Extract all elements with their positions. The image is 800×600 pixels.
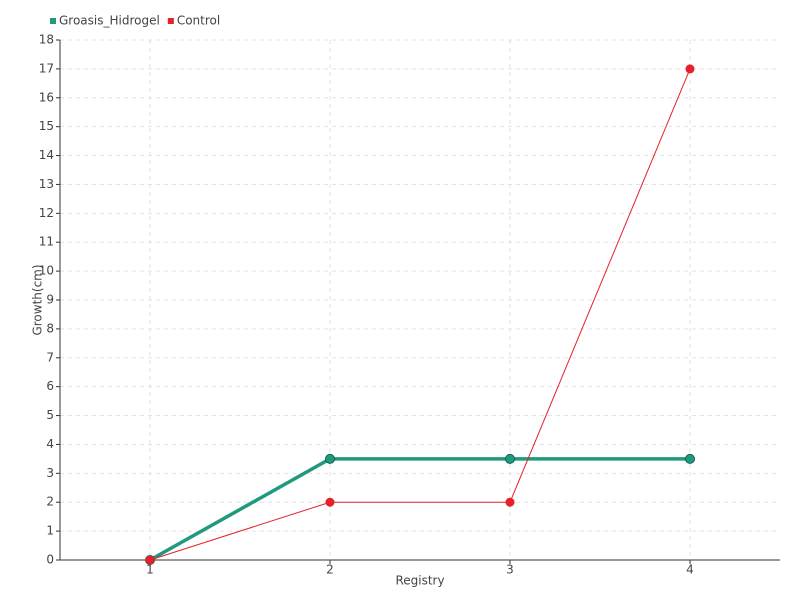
y-tick-label: 7	[46, 350, 54, 364]
legend-label: Groasis_Hidrogel	[59, 14, 160, 28]
legend-swatch	[167, 18, 174, 24]
legend-label: Control	[177, 14, 220, 28]
series-line	[149, 68, 691, 561]
y-tick-label: 14	[39, 148, 54, 162]
y-axis-label: Growth(cm)	[31, 264, 45, 335]
data-point	[145, 555, 155, 565]
y-tick-label: 16	[39, 90, 54, 104]
y-tick-label: 5	[46, 408, 54, 422]
y-tick-label: 4	[46, 437, 54, 451]
y-tick-label: 15	[39, 119, 54, 133]
x-axis-label: Registry	[395, 574, 444, 588]
y-tick-label: 2	[46, 495, 54, 509]
y-tick-label: 13	[39, 177, 54, 191]
data-point	[325, 453, 335, 464]
data-point	[505, 497, 515, 507]
y-tick-label: 17	[39, 61, 54, 75]
x-tick-label: 2	[326, 563, 334, 577]
x-tick-label: 3	[506, 563, 514, 577]
y-tick-label: 10	[39, 264, 54, 278]
y-tick-label: 9	[46, 293, 54, 307]
data-point	[325, 497, 335, 507]
x-tick-label: 1	[146, 563, 154, 577]
data-point	[505, 453, 515, 464]
data-point	[685, 453, 695, 464]
y-tick-label: 11	[39, 235, 54, 249]
y-tick-label: 3	[46, 466, 54, 480]
series-line	[149, 457, 690, 562]
y-tick-label: 12	[39, 206, 54, 220]
x-tick-label: 4	[686, 563, 694, 577]
y-tick-label: 8	[46, 321, 54, 335]
y-tick-label: 0	[46, 553, 54, 567]
data-point	[685, 64, 695, 74]
y-tick-label: 1	[46, 524, 54, 538]
legend-swatch	[50, 18, 56, 24]
y-tick-label: 6	[46, 379, 54, 393]
y-tick-label: 18	[39, 33, 54, 47]
